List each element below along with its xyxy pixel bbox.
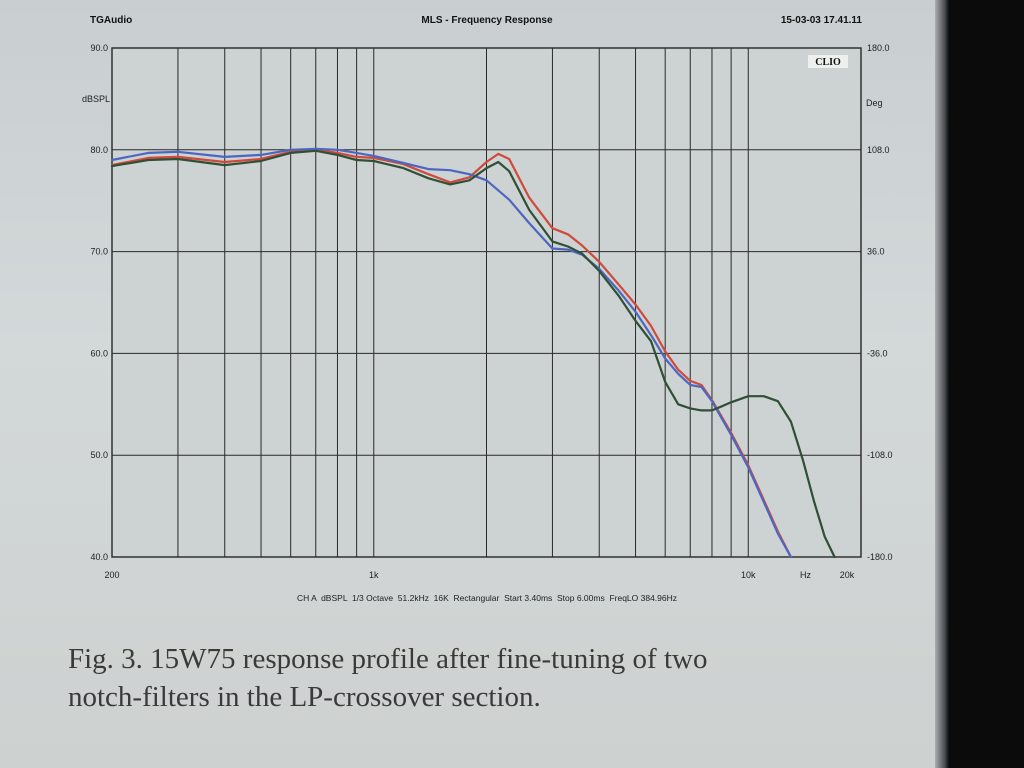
y2-tick-label: 180.0 xyxy=(867,43,890,53)
x-tick-label: 20k xyxy=(840,570,855,580)
chart-title: MLS - Frequency Response xyxy=(421,15,553,26)
y2-tick-label: -180.0 xyxy=(867,552,893,562)
y2-tick-label: -108.0 xyxy=(867,450,893,460)
x-axis-unit-label: Hz xyxy=(800,570,811,580)
grid-lines xyxy=(111,47,862,558)
y2-axis-unit-label: Deg xyxy=(866,98,883,108)
caption-line-2: notch-filters in the LP-crossover sectio… xyxy=(68,681,541,713)
x-tick-label: 1k xyxy=(369,570,379,580)
figure-caption: Fig. 3. 15W75 response profile after fin… xyxy=(68,640,928,716)
traces xyxy=(110,147,836,559)
y2-tick-label: 108.0 xyxy=(867,145,890,155)
y2-tick-label: -36.0 xyxy=(867,348,888,358)
clio-logo-box xyxy=(808,55,848,68)
measurement-settings: CH A dBSPL 1/3 Octave 51.2kHz 16K Rectan… xyxy=(297,593,677,603)
app-name-label: TGAudio xyxy=(90,15,132,26)
x-tick-label: 10k xyxy=(741,570,756,580)
y-axis-unit-label: dBSPL xyxy=(82,94,110,104)
y-tick-label: 80.0 xyxy=(90,145,108,155)
frequency-response-chart: TGAudio MLS - Frequency Response 15-03-0… xyxy=(81,15,893,603)
y2-tick-label: 36.0 xyxy=(867,247,885,257)
tick-labels: 90.0 80.0 70.0 60.0 50.0 40.0 180.0 108.0 36.0 -3… xyxy=(90,43,892,580)
trace-3 xyxy=(110,149,836,559)
caption-line-1: Fig. 3. 15W75 response profile after fin… xyxy=(68,643,708,675)
clio-logo: CLIO xyxy=(815,57,841,68)
y-tick-label: 40.0 xyxy=(90,552,108,562)
timestamp-label: 15-03-03 17.41.11 xyxy=(781,15,863,26)
page-edge-shadow xyxy=(935,0,949,768)
y-tick-label: 60.0 xyxy=(90,348,108,358)
y-tick-label: 70.0 xyxy=(90,247,108,257)
y-tick-label: 50.0 xyxy=(90,450,108,460)
trace-2 xyxy=(110,147,792,559)
y-tick-label: 90.0 xyxy=(90,43,108,53)
x-tick-label: 200 xyxy=(104,570,119,580)
